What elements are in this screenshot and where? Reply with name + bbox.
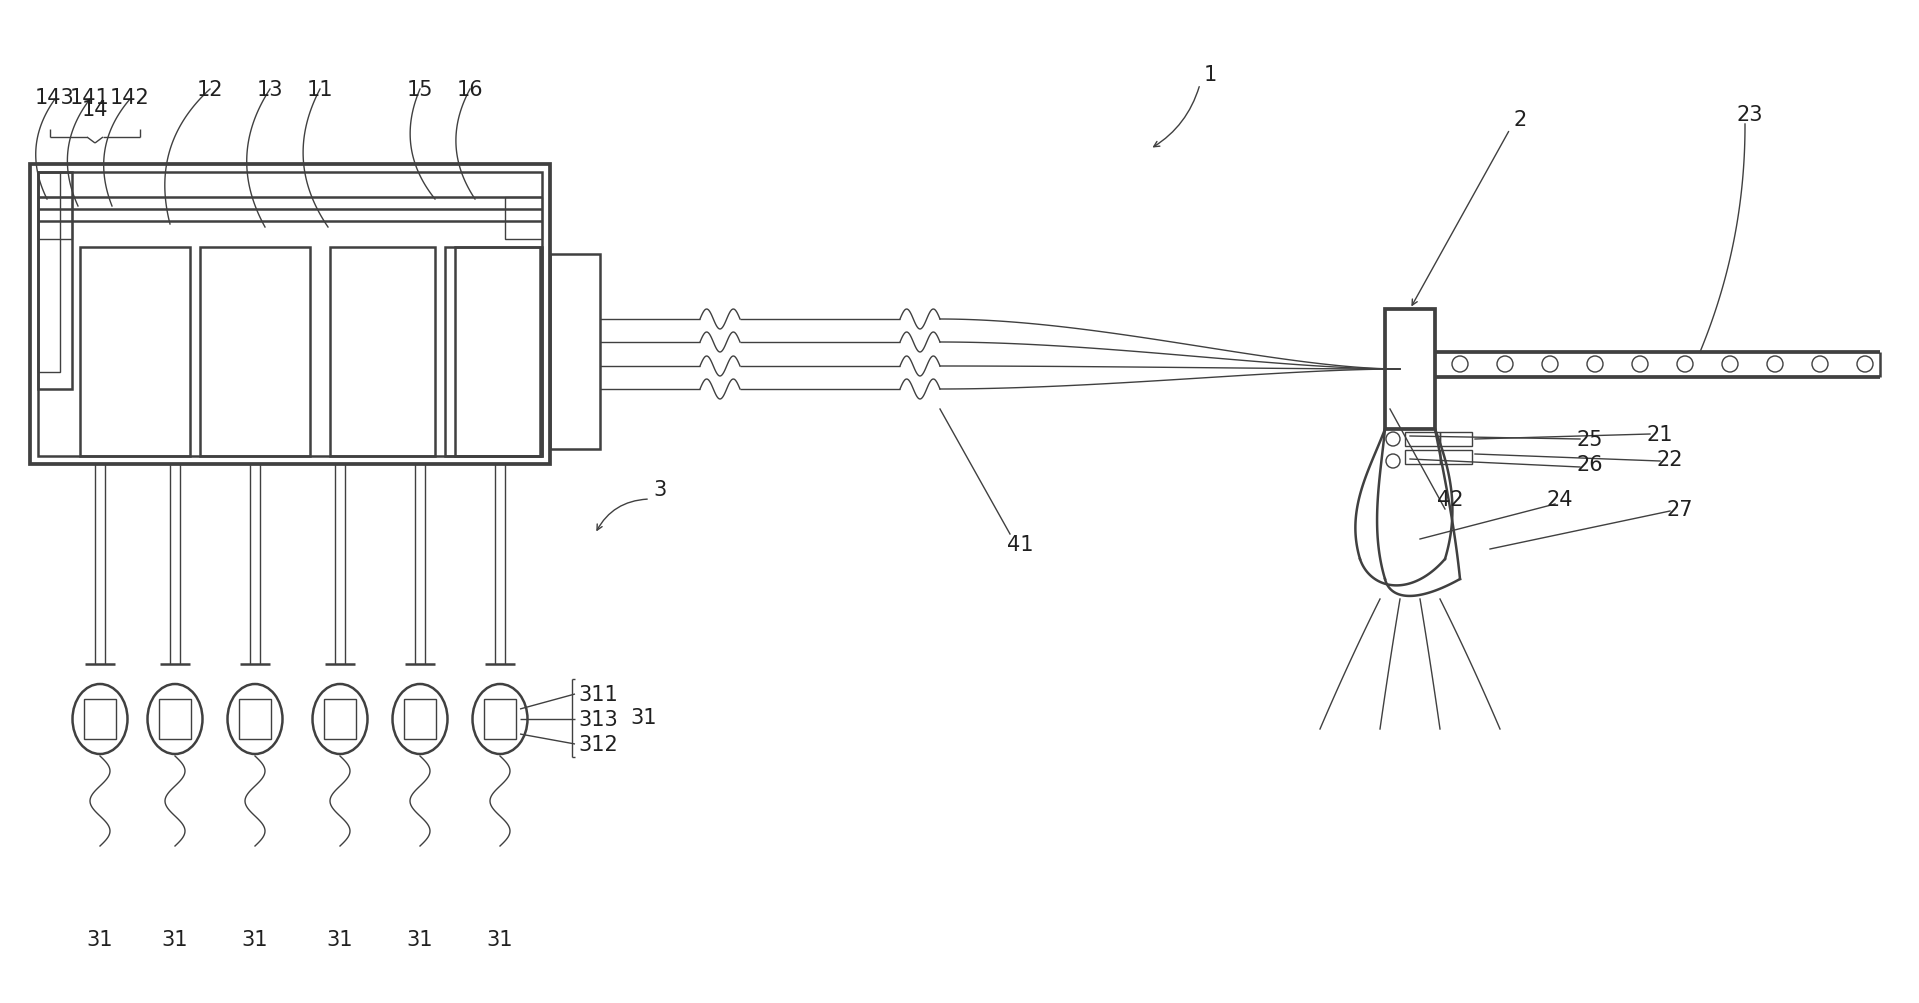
Text: 313: 313 (578, 709, 618, 729)
Text: 11: 11 (307, 80, 334, 100)
Text: 1: 1 (1203, 65, 1217, 85)
Text: 14: 14 (83, 100, 107, 120)
Text: 16: 16 (457, 80, 484, 100)
Text: 41: 41 (1007, 535, 1032, 555)
Text: 22: 22 (1656, 449, 1683, 469)
Text: 24: 24 (1547, 489, 1574, 510)
Text: 312: 312 (578, 734, 618, 754)
Text: 143: 143 (35, 88, 75, 108)
Text: 21: 21 (1647, 424, 1673, 444)
Text: 31: 31 (161, 929, 188, 949)
Text: 15: 15 (407, 80, 434, 100)
Text: 31: 31 (407, 929, 434, 949)
Text: 311: 311 (578, 684, 618, 704)
Text: 2: 2 (1514, 110, 1528, 129)
Text: 3: 3 (652, 479, 666, 499)
Text: 26: 26 (1577, 454, 1602, 474)
Text: 31: 31 (242, 929, 269, 949)
Text: 142: 142 (109, 88, 150, 108)
Text: 31: 31 (326, 929, 353, 949)
Text: 23: 23 (1737, 105, 1764, 125)
Text: 141: 141 (71, 88, 109, 108)
Text: 27: 27 (1668, 499, 1693, 520)
Text: 12: 12 (198, 80, 223, 100)
Text: 13: 13 (257, 80, 284, 100)
Text: 31: 31 (629, 707, 656, 727)
Text: 25: 25 (1577, 429, 1602, 449)
Text: 42: 42 (1437, 489, 1464, 510)
Text: 31: 31 (86, 929, 113, 949)
Text: 31: 31 (487, 929, 512, 949)
